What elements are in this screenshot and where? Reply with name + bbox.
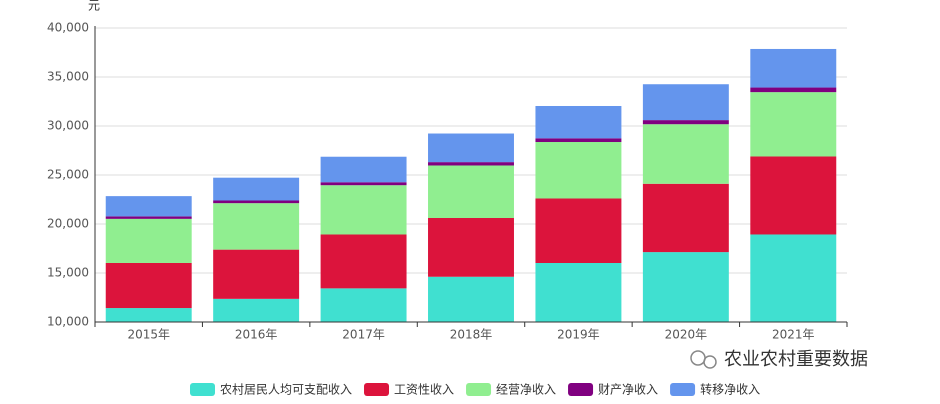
bar-segment: [750, 234, 837, 322]
x-tick-label: 2021年: [772, 328, 815, 342]
bar-segment: [105, 196, 192, 217]
watermark-icon: [690, 350, 706, 366]
watermark-icon: [703, 355, 717, 369]
bar-segment: [535, 262, 622, 322]
legend-label: 经营净收入: [496, 383, 556, 397]
bar-segment: [535, 138, 622, 143]
x-tick-label: 2018年: [450, 328, 493, 342]
legend-swatch: [190, 383, 215, 396]
watermark: 农业农村重要数据: [690, 349, 868, 370]
bar-segment: [320, 156, 407, 183]
bar-segment: [320, 185, 407, 235]
bar-segment: [320, 234, 407, 289]
y-tick-label: 25,000: [47, 168, 89, 182]
bar-segment: [750, 92, 837, 157]
bar-segment: [320, 288, 407, 322]
bar-segment: [213, 177, 300, 201]
y-tick-label: 30,000: [47, 119, 89, 133]
bar-segment: [213, 200, 300, 204]
y-unit: 元: [88, 0, 100, 13]
bar-segment: [750, 156, 837, 235]
bar-segment: [642, 252, 729, 322]
bar-segment: [750, 87, 837, 93]
watermark-text: 农业农村重要数据: [724, 349, 868, 370]
x-tick-label: 2016年: [235, 328, 278, 342]
legend-swatch: [364, 383, 390, 396]
x-tick-label: 2020年: [665, 328, 708, 342]
legend-label: 工资性收入: [394, 383, 454, 397]
bar-segment: [642, 124, 729, 184]
bar-segment: [428, 133, 514, 163]
legend-swatch: [670, 383, 696, 396]
bar-segment: [213, 298, 300, 322]
bar-segment: [428, 165, 514, 218]
bar-segment: [642, 84, 729, 121]
y-tick-label: 20,000: [47, 217, 89, 231]
legend-label: 转移净收入: [700, 382, 760, 397]
bar-segment: [750, 48, 837, 88]
legend-swatch: [466, 383, 492, 396]
bar-segment: [535, 142, 622, 199]
bar-segment: [213, 249, 300, 299]
bar-segment: [642, 120, 729, 125]
y-tick-label: 40,000: [47, 21, 89, 35]
bar-segment: [105, 308, 192, 322]
bar-segment: [535, 105, 622, 139]
y-tick-label: 10,000: [47, 315, 89, 329]
bar-segment: [428, 217, 514, 277]
bar-segment: [428, 276, 514, 322]
bar-segment: [105, 216, 192, 219]
bar-segment: [320, 182, 407, 186]
bar-segment: [213, 203, 300, 250]
x-tick-label: 2017年: [342, 328, 385, 342]
x-tick-label: 2015年: [127, 328, 170, 342]
bar-segment: [535, 198, 622, 263]
legend-label: 财产净收入: [598, 383, 658, 397]
y-tick-label: 35,000: [47, 70, 89, 84]
x-tick-label: 2019年: [557, 328, 600, 342]
legend-swatch: [568, 383, 594, 396]
bar-segment: [642, 183, 729, 253]
legend-label: 农村居民人均可支配收入: [220, 383, 352, 397]
bar-segment: [428, 162, 514, 166]
bar-segment: [105, 262, 192, 309]
y-tick-label: 15,000: [47, 266, 89, 280]
bar-segment: [105, 218, 192, 263]
